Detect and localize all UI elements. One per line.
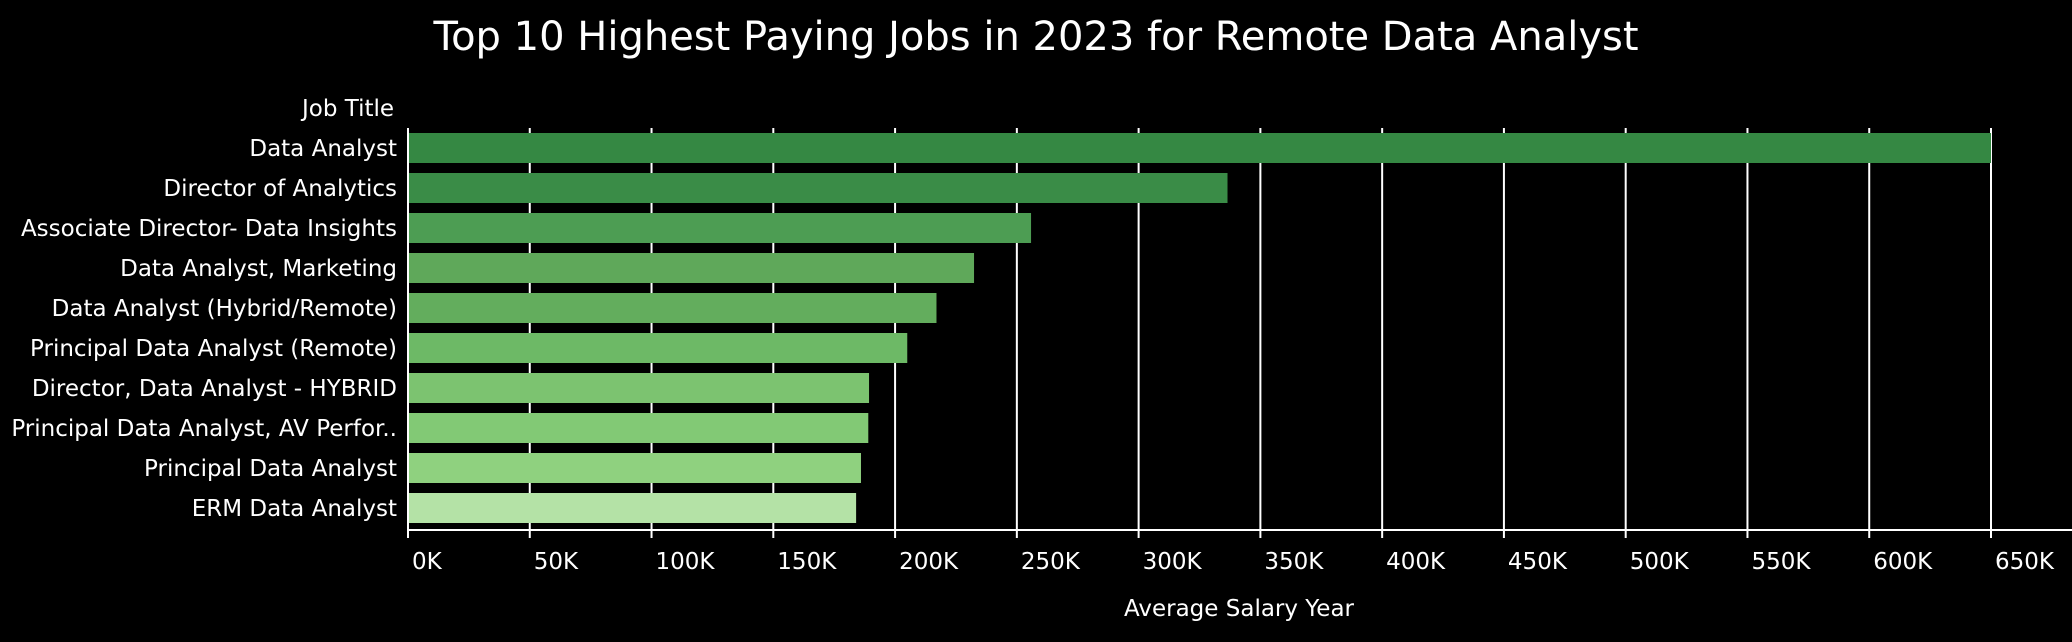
bar — [408, 213, 1032, 243]
bar — [408, 493, 857, 523]
x-tick-label: 300K — [1143, 549, 1203, 575]
x-tick-label: 250K — [1021, 549, 1081, 575]
category-label: Data Analyst, Marketing — [120, 256, 397, 282]
x-tick-label: 550K — [1751, 549, 1811, 575]
category-label: Director of Analytics — [163, 176, 397, 202]
x-tick-label: 600K — [1873, 549, 1933, 575]
category-label: Associate Director- Data Insights — [21, 216, 397, 242]
chart-title: Top 10 Highest Paying Jobs in 2023 for R… — [433, 14, 1639, 60]
bar — [408, 173, 1228, 203]
bar — [408, 453, 861, 483]
x-tick-label: 150K — [777, 549, 837, 575]
x-tick-label: 350K — [1264, 549, 1324, 575]
bar — [408, 253, 975, 283]
x-tick-label: 400K — [1386, 549, 1446, 575]
x-tick-label: 0K — [412, 549, 443, 575]
category-label: ERM Data Analyst — [192, 496, 397, 522]
x-tick-label: 50K — [534, 549, 579, 575]
bar — [408, 413, 869, 443]
x-axis-title: Average Salary Year — [1123, 596, 1354, 622]
x-tick-label: 100K — [656, 549, 716, 575]
category-label: Principal Data Analyst (Remote) — [30, 336, 397, 362]
bar — [408, 293, 937, 323]
bar — [408, 133, 1991, 163]
y-axis-title: Job Title — [302, 96, 395, 122]
category-label: Data Analyst — [249, 136, 397, 162]
category-label: Principal Data Analyst — [144, 456, 397, 482]
category-label: Director, Data Analyst - HYBRID — [32, 376, 397, 402]
x-tick-label: 450K — [1508, 549, 1568, 575]
x-tick-label: 200K — [899, 549, 959, 575]
category-label: Principal Data Analyst, AV Perfor.. — [11, 416, 397, 442]
bar — [408, 373, 870, 403]
category-label: Data Analyst (Hybrid/Remote) — [52, 296, 397, 322]
x-tick-label: 650K — [1995, 549, 2055, 575]
x-tick-label: 500K — [1630, 549, 1690, 575]
bar — [408, 333, 908, 363]
